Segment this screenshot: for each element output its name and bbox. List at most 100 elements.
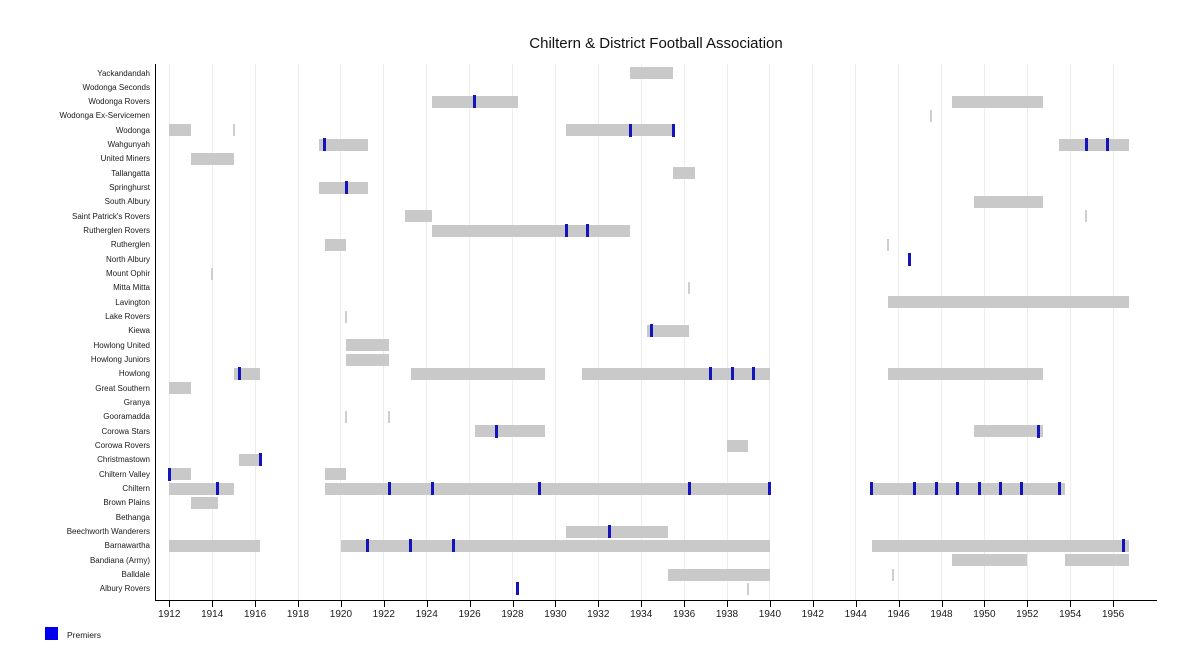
membership-bar [432, 224, 631, 237]
row-label: Wodonga Ex-Servicemen [59, 111, 150, 121]
premiers-tick [409, 539, 413, 553]
premiers-tick [687, 482, 691, 496]
membership-thin-mark [388, 410, 391, 423]
premiers-tick [934, 482, 938, 496]
premiers-tick [1036, 424, 1040, 438]
x-axis-tick [855, 601, 857, 607]
x-axis-tick [469, 601, 471, 607]
gridline [769, 64, 771, 600]
membership-bar [405, 210, 433, 223]
row-label: Chiltern Valley [99, 469, 150, 479]
premiers-tick [494, 424, 498, 438]
x-axis-tick [898, 601, 900, 607]
row-label: Springhurst [109, 183, 150, 193]
gridline [426, 64, 428, 600]
gridline [597, 64, 599, 600]
premiers-tick [366, 539, 370, 553]
gridline [640, 64, 642, 600]
x-axis-tick [298, 601, 299, 607]
row-label: Rutherglen Rovers [83, 226, 150, 236]
membership-bar [952, 95, 1044, 108]
premiers-tick [913, 482, 917, 496]
x-axis-tick [169, 601, 171, 607]
premiers-tick [709, 367, 713, 381]
membership-thin-mark [345, 310, 348, 323]
membership-bar [673, 167, 695, 180]
membership-bar [346, 353, 390, 366]
row-label: Howlong Juniors [90, 355, 150, 365]
x-axis-label: 1930 [544, 609, 567, 620]
membership-bar [169, 124, 191, 137]
gridline [469, 64, 471, 600]
premiers-tick [671, 123, 675, 137]
x-axis-label: 1920 [329, 609, 353, 620]
gridline [254, 64, 256, 600]
premiers-tick [564, 224, 568, 238]
gridline [211, 64, 213, 600]
premiers-tick [167, 467, 171, 481]
row-label: United Miners [100, 154, 150, 164]
x-axis-label: 1934 [630, 609, 653, 620]
premiers-tick [977, 482, 981, 496]
gridline [340, 64, 342, 600]
x-axis-tick [941, 601, 943, 607]
row-label: Wodonga Seconds [82, 82, 150, 92]
x-axis-label: 1940 [758, 609, 782, 620]
premiers-tick [1122, 539, 1126, 553]
gridline [855, 64, 857, 600]
membership-bar [169, 468, 191, 481]
row-label: Albury Rovers [99, 584, 150, 594]
premiers-tick [387, 482, 391, 496]
membership-thin-mark [345, 410, 348, 423]
membership-thin-mark [211, 267, 214, 280]
x-axis-label: 1912 [158, 609, 181, 620]
row-label: Wodonga [115, 125, 150, 135]
membership-bar [566, 525, 668, 538]
x-axis-label: 1918 [286, 609, 310, 620]
premiers-tick [473, 95, 477, 109]
membership-bar [319, 181, 368, 194]
membership-bar [668, 568, 770, 581]
premiers-tick [1020, 482, 1024, 496]
x-axis-tick [212, 601, 214, 607]
membership-bar [190, 496, 218, 509]
x-axis-tick [727, 601, 728, 607]
membership-bar [973, 195, 1044, 208]
x-axis-tick [812, 601, 814, 607]
row-label: Corowa Rovers [94, 441, 150, 451]
x-axis-tick [598, 601, 600, 607]
x-axis-tick [1113, 601, 1115, 607]
gridline [898, 64, 900, 600]
x-axis-tick [340, 601, 342, 607]
membership-bar [871, 539, 1130, 552]
row-label: Mitta Mitta [113, 283, 150, 293]
membership-bar [1059, 138, 1130, 151]
membership-thin-mark [892, 568, 895, 581]
x-axis-label: 1954 [1059, 609, 1082, 620]
membership-bar [973, 425, 1044, 438]
row-label: Yackandandah [97, 68, 150, 78]
gridline [512, 64, 513, 600]
membership-bar [324, 468, 347, 481]
row-label: Rutherglen [110, 240, 150, 250]
premiers-tick [237, 367, 241, 381]
membership-bar [319, 138, 368, 151]
x-axis-label: 1916 [243, 609, 267, 620]
row-label: Granya [123, 398, 150, 408]
x-axis-line [155, 600, 1157, 602]
premiers-tick [344, 181, 348, 195]
membership-bar [169, 482, 234, 495]
premiers-tick [516, 582, 520, 596]
gridline [168, 64, 170, 600]
premiers-tick [216, 482, 220, 496]
premiers-tick [607, 525, 611, 539]
x-axis-tick [512, 601, 514, 607]
membership-bar [169, 539, 261, 552]
premiers-tick [870, 482, 874, 496]
x-axis-label: 1926 [458, 609, 481, 620]
premiers-tick [586, 224, 590, 238]
x-axis-label: 1932 [587, 609, 610, 620]
row-label: Gooramadda [103, 412, 150, 422]
membership-bar [324, 482, 770, 495]
